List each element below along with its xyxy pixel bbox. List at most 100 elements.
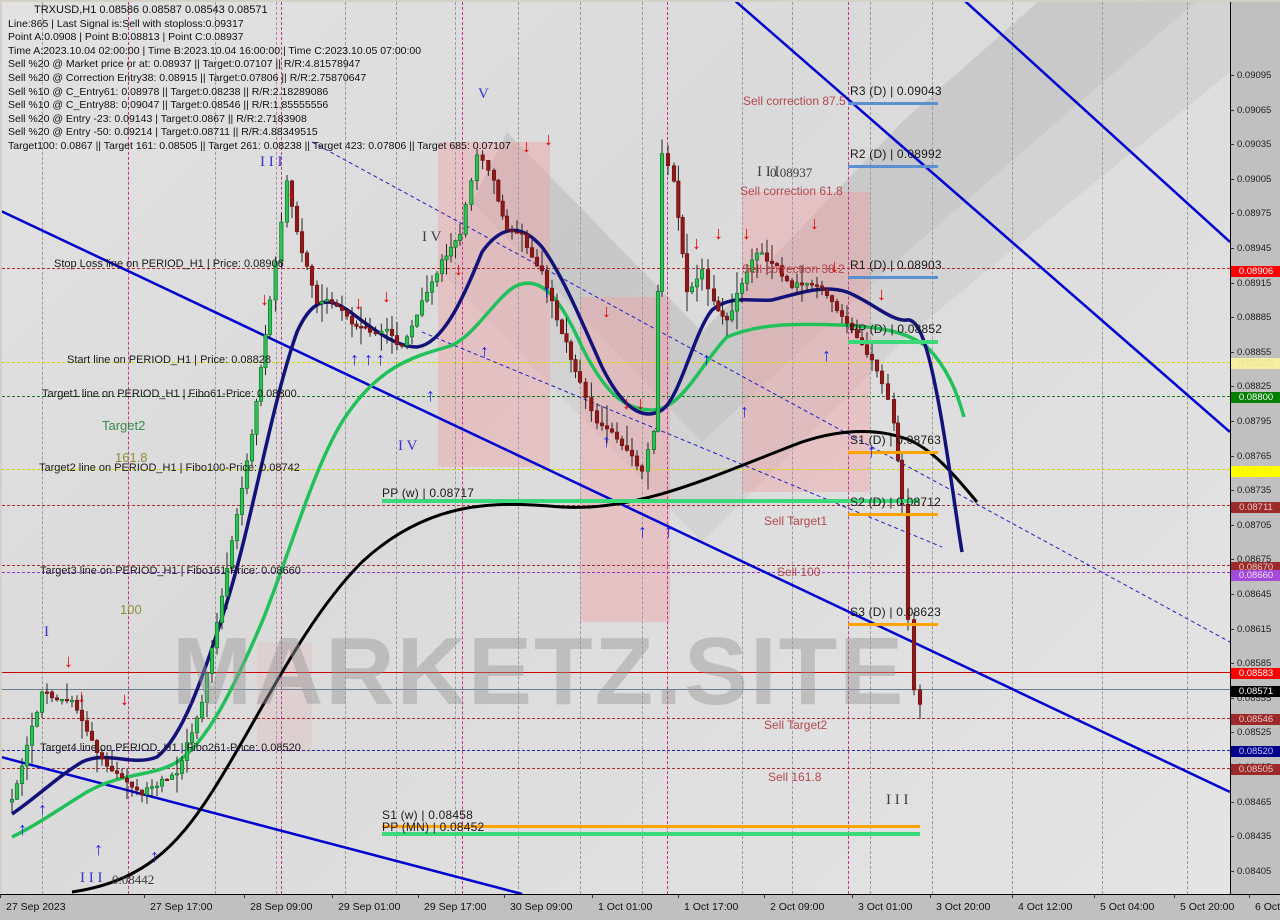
info-line-points: Point A:0.0908 | Point B:0.08813 | Point… [8,31,244,44]
time-tick: 4 Oct 12:00 [1011,894,1073,913]
time-tick: 1 Oct 01:00 [591,894,653,913]
time-tick: 6 Oct 12:00 [1248,894,1280,913]
chart-info-panel: TRXUSD,H1 0.08586 0.08587 0.08543 0.0857… [8,4,511,154]
price-tick: 0.09035 [1230,139,1280,150]
sell-label-correction-382: Sell correction 38.2 [742,262,845,276]
price-tick: 0.08555 [1230,693,1280,704]
price-tick: 0.08915 [1230,278,1280,289]
buy-signal-arrow-icon: ↑ [94,839,103,859]
pivot-segment-pp-d [848,340,938,344]
pivot-segment-s3-d [848,623,938,626]
buy-signal-arrow-icon: ↑ [542,281,551,301]
price-flag: 0.08546 [1231,714,1280,725]
buy-signal-arrow-icon: ↑ [480,341,489,361]
pivot-label-s1-d: S1 (D) | 0.08763 [850,433,942,447]
time-tick: 3 Oct 01:00 [851,894,913,913]
pivot-segment-pp-mn [382,832,920,836]
time-tick: 5 Oct 04:00 [1093,894,1155,913]
buy-signal-arrow-icon: ↑ [638,521,647,541]
price-tick: 0.08735 [1230,485,1280,496]
price-flag: 0.08711 [1231,502,1280,513]
buy-signal-arrow-icon: ↑ [702,349,711,369]
chart-symbol-quote: TRXUSD,H1 0.08586 0.08587 0.08543 0.0857… [34,4,268,16]
pivot-segment-r1 [848,276,938,279]
label-target2-line: Target2 line on PERIOD_H1 | Fibo100-Pric… [39,462,300,474]
sell-signal-arrow-icon: ↓ [714,223,723,243]
price-tick: 0.08525 [1230,727,1280,738]
price-tick: 0.09005 [1230,174,1280,185]
pivot-label-s2-d: S2 (D) | 0.08712 [850,495,942,509]
pivot-segment-s1-w [382,825,920,828]
wave-label-iv-1: I V [422,229,442,245]
wave-label-iii-4: I I I [886,792,909,808]
info-line-centry88: Sell %10 @ C_Entry88: 0.09047 || Target:… [8,99,329,112]
time-tick: 27 Sep 2023 [0,894,66,913]
label-start-line: Start line on PERIOD_H1 | Price: 0.08828 [67,354,272,366]
pivot-segment-s2-d [848,513,938,516]
time-tick: 27 Sep 17:00 [143,894,213,913]
sell-signal-arrow-icon: ↓ [636,393,645,413]
label-target3-line: Target3 line on PERIOD_H1 | Fibo161-Pric… [40,565,301,577]
buy-signal-arrow-icon: ↑ [18,819,27,839]
fib-label-1618: 161.8 [115,450,148,465]
candlestick-series [9,139,923,813]
pivot-label-r1: R1 (D) | 0.08903 [850,258,942,272]
label-stop-loss-line: Stop Loss line on PERIOD_H1 | Price: 0.0… [54,258,284,270]
price-tick: 0.08585 [1230,658,1280,669]
info-line-market: Sell %20 @ Market price or at: 0.08937 |… [8,58,361,71]
price-tick: 0.08405 [1230,866,1280,877]
info-line-centry61: Sell %10 @ C_Entry61: 0.08978 || Target:… [8,85,329,98]
price-axis[interactable]: 0.09095 0.09065 0.09035 0.09005 0.08975 0.089… [1230,2,1280,894]
price-flag: 0.08670 [1231,562,1280,573]
time-tick: 2 Oct 09:00 [763,894,825,913]
time-axis[interactable]: 27 Sep 2023 27 Sep 17:00 28 Sep 09:00 29 Se… [0,894,1280,920]
sell-signal-arrow-icon: ↓ [454,259,463,279]
time-tick: 3 Oct 20:00 [929,894,991,913]
buy-signal-arrow-icon: ↑ [38,799,47,819]
fib-label-target2: Target2 [102,418,146,433]
time-tick: 29 Sep 01:00 [331,894,401,913]
price-tick: 0.08945 [1230,243,1280,254]
wave-label-iii-3: I I I [80,870,103,886]
buy-signal-arrow-icon: ↑ [867,441,876,461]
chart-plot-area[interactable]: R3 (D) | 0.09043 R2 (D) | 0.08992 R1 (D)… [2,2,1230,894]
sell-label-correction-875: Sell correction 87.5 [743,94,846,108]
sell-label-correction-618: Sell correction 61.8 [740,184,843,198]
price-flag: 0.08571 [1231,686,1280,697]
buy-signal-arrow-icon: ↑ [150,846,159,866]
info-line-entry23: Sell %20 @ Entry -23: 0.09143 | Target:0… [8,112,307,125]
price-flag: 0.08742 [1231,466,1280,477]
pivot-segment-s1-d [848,451,938,454]
wave-label-v-1: V [478,86,489,102]
buy-signal-arrow-icon: ↑ [602,431,611,451]
price-flag: 0.08505 [1231,764,1280,775]
buy-signal-arrow-icon: ↑ [364,349,373,369]
buy-signal-arrow-icon: ↑ [822,345,831,365]
price-flag: 0.08800 [1231,392,1280,403]
price-tick: 0.08825 [1230,381,1280,392]
pivot-segment-r2 [848,165,938,168]
price-tick: 0.08435 [1230,831,1280,842]
sell-signal-arrow-icon: ↓ [810,213,819,233]
sell-signal-arrow-icon: ↓ [382,286,391,306]
sell-signal-arrow-icon: ↓ [602,301,611,321]
wave-label-iii-1: I I I [260,154,283,170]
wave-label-iii-2: I I I [757,164,780,180]
sell-signal-arrow-icon: ↓ [64,651,73,671]
price-flag: 0.08828 [1231,358,1280,369]
time-tick: 30 Sep 09:00 [503,894,573,913]
sell-label-1618: Sell 161.8 [768,770,822,784]
sell-label-target2: Sell Target2 [764,718,828,732]
sell-signal-arrow-icon: ↓ [692,233,701,253]
price-tick: 0.08855 [1230,347,1280,358]
price-tick: 0.08465 [1230,797,1280,808]
pivot-label-s1-w: S1 (w) | 0.08458 [382,808,474,822]
sell-signal-arrow-icon: ↓ [522,136,531,156]
sell-signal-arrow-icon: ↓ [77,686,86,706]
buy-signal-arrow-icon: ↑ [350,349,359,369]
fib-label-100: 100 [120,602,142,617]
wave-label-i-1: I [44,624,49,640]
sell-signal-arrow-icon: ↓ [287,181,296,201]
buy-signal-arrow-icon: ↑ [740,401,749,421]
